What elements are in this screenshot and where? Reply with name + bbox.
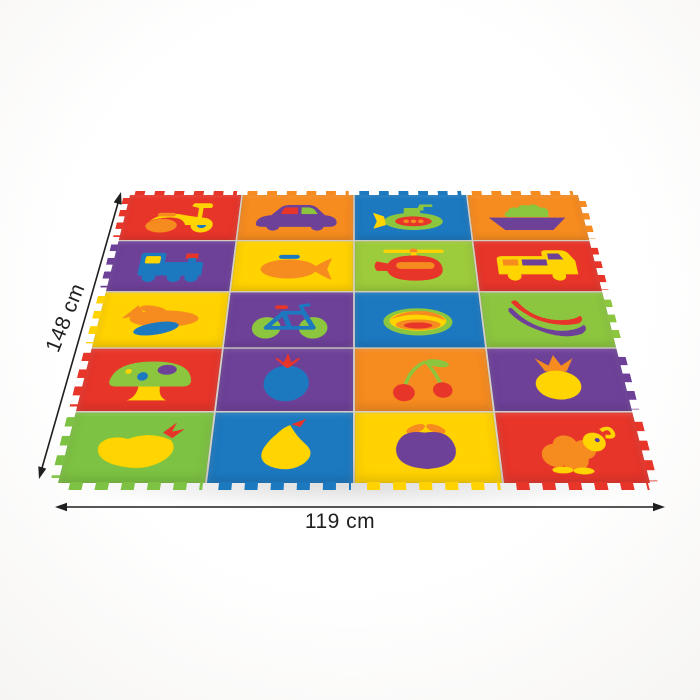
tile-ship: [467, 191, 596, 241]
duck-icon: [505, 418, 638, 477]
width-dimension-label: 119 cm: [304, 510, 376, 533]
truck-icon: [482, 245, 593, 287]
tile-bicycle: [223, 292, 354, 348]
puzzle-teeth: [471, 191, 574, 196]
puzzle-teeth: [359, 191, 462, 196]
puzzle-teeth: [590, 247, 609, 290]
tile-melon: [354, 292, 485, 348]
pear-icon: [217, 418, 343, 477]
puzzle-teeth: [617, 357, 640, 410]
pineapple-icon: [496, 354, 621, 406]
puzzle-teeth: [578, 201, 596, 239]
tomato-icon: [226, 354, 344, 406]
tile-scooter: [113, 191, 241, 241]
banana-icon: [489, 296, 606, 343]
ship-icon: [475, 199, 580, 237]
mushroom-icon: [87, 354, 212, 406]
mat-grid: [51, 191, 658, 490]
tile-car: [236, 191, 354, 241]
tile-pineapple: [486, 348, 640, 412]
eggplant-icon: [70, 418, 203, 477]
tile-pear: [206, 412, 354, 490]
tile-train: [100, 241, 236, 291]
puzzle-teeth: [113, 198, 131, 237]
tile-banana: [479, 292, 623, 348]
airplane-icon: [102, 296, 219, 343]
bicycle-icon: [233, 296, 345, 343]
apple-icon: [365, 418, 491, 477]
train-icon: [116, 245, 227, 287]
play-mat: [51, 191, 658, 490]
tile-submarine: [354, 191, 472, 241]
puzzle-teeth: [246, 191, 349, 196]
car-icon: [245, 199, 345, 237]
tile-fish: [230, 241, 354, 291]
tile-apple: [354, 412, 502, 490]
cherries-icon: [364, 354, 482, 406]
tile-duck: [494, 412, 658, 490]
puzzle-teeth: [603, 299, 623, 347]
tile-truck: [472, 241, 609, 291]
tile-cherries: [354, 348, 493, 412]
tile-tomato: [215, 348, 354, 412]
tile-helicopter: [354, 241, 478, 291]
submarine-icon: [363, 199, 463, 237]
puzzle-teeth: [134, 191, 237, 196]
scooter-icon: [128, 199, 233, 237]
fish-icon: [240, 245, 345, 287]
puzzle-teeth: [100, 244, 119, 288]
tile-mushroom: [69, 348, 222, 412]
helicopter-icon: [363, 245, 468, 287]
melon-icon: [363, 296, 475, 343]
tile-airplane: [85, 292, 229, 348]
tile-eggplant: [51, 412, 214, 490]
height-dimension-label: 148 cm: [41, 280, 90, 356]
